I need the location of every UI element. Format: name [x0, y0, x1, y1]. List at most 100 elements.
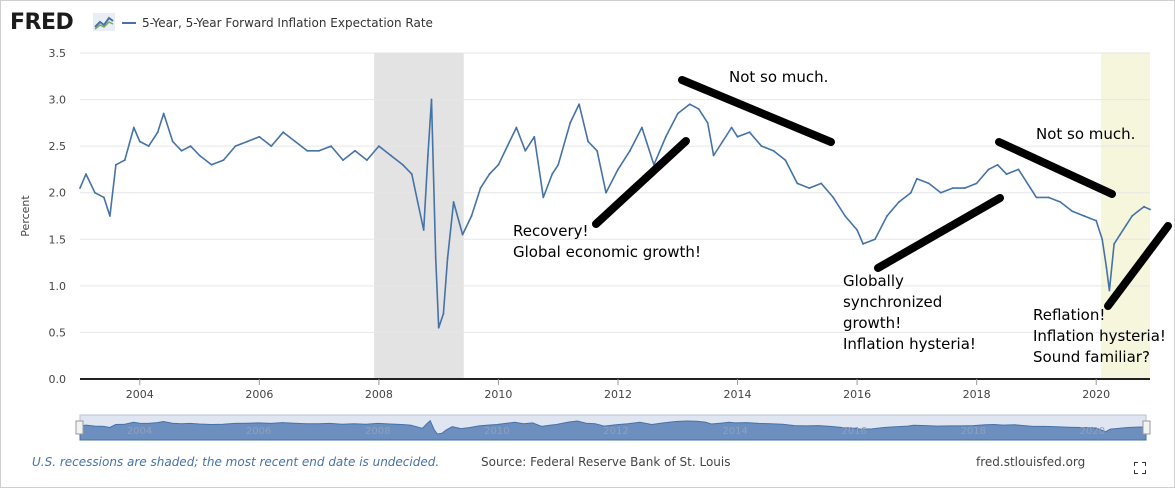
data-point [377, 145, 380, 148]
annotation-stroke [995, 138, 1116, 198]
data-point [927, 182, 930, 185]
navigator-tick-label: 2016 [841, 426, 866, 437]
data-point [416, 201, 419, 203]
data-point [132, 126, 135, 129]
navigator-tick-label: 2006 [246, 426, 271, 437]
annotation-text: Not so much. [1036, 125, 1135, 143]
annotation-texts: Recovery! Global economic growth! Not so m… [513, 68, 1166, 366]
data-point [306, 149, 309, 152]
data-point [915, 177, 918, 180]
data-point [772, 149, 775, 152]
y-tick-label: 0.5 [49, 326, 67, 339]
navigator-tick-label: 2008 [365, 426, 390, 437]
fred-logo[interactable]: FRED [10, 10, 74, 35]
annotation-text: synchronized [843, 293, 942, 311]
y-axis-label: Percent [19, 195, 32, 237]
recession-shading [374, 53, 1150, 379]
annotation-text: Not so much. [729, 68, 828, 86]
data-point [446, 257, 449, 259]
data-point [318, 149, 321, 152]
navigator-tick-label: 2004 [127, 426, 152, 437]
data-point [748, 131, 751, 134]
y-tick-label: 0.0 [49, 373, 67, 386]
navigator-tick-label: 2012 [603, 426, 628, 437]
data-point [180, 149, 183, 152]
data-point [294, 140, 297, 143]
data-point [1149, 208, 1151, 211]
data-point [94, 191, 96, 194]
y-tick-label: 2.0 [49, 187, 67, 200]
series-line [79, 98, 1151, 329]
data-point [721, 140, 724, 143]
data-point [426, 154, 429, 157]
data-point [784, 159, 787, 162]
data-point [963, 187, 966, 189]
legend-swatch [122, 22, 136, 24]
data-point [629, 149, 631, 152]
x-tick-label: 2004 [126, 388, 154, 401]
data-point [452, 201, 455, 203]
data-point [808, 187, 811, 189]
data-point [108, 215, 111, 217]
data-point [524, 149, 527, 152]
data-point [1137, 210, 1139, 213]
data-point [578, 103, 581, 106]
range-navigator[interactable]: 2004 2006 2008 2010 2012 2014 2016 2018 2020 [75, 414, 1151, 441]
data-point [551, 173, 554, 175]
y-tick-label: 3.5 [49, 47, 67, 60]
data-point [688, 103, 691, 106]
annotation-text: Reflation! [1033, 306, 1105, 324]
data-point [430, 98, 433, 101]
data-point [354, 149, 356, 152]
data-point [366, 159, 368, 162]
data-point [437, 326, 440, 329]
data-point [939, 191, 942, 194]
data-point [210, 163, 213, 166]
site-link[interactable]: fred.stlouisfed.org [976, 455, 1086, 469]
source-note: Source: Federal Reserve Bank of St. Loui… [481, 455, 731, 469]
navigator-tick-label: 2018 [961, 426, 986, 437]
axes: 0.0 0.5 1.0 1.5 2.0 2.5 3.0 3.5 2004 2006 2008 2010… [19, 47, 1150, 401]
data-point [596, 149, 598, 152]
data-point [975, 182, 978, 185]
data-point [1101, 238, 1104, 241]
fullscreen-icon[interactable] [1134, 462, 1146, 474]
data-point [389, 154, 392, 157]
data-point [712, 154, 715, 157]
recession-band [374, 53, 464, 379]
data-point [844, 215, 847, 217]
x-tick-label: 2016 [843, 388, 871, 401]
data-point [730, 126, 733, 129]
recession-note: U.S. recessions are shaded; the most rec… [32, 455, 440, 469]
data-point [1047, 196, 1050, 199]
annotation-text: Inflation hysteria! [843, 335, 976, 353]
data-point [676, 112, 679, 115]
data-point [282, 131, 285, 134]
data-point [1035, 196, 1038, 199]
data-point [270, 145, 273, 148]
grid-lines [80, 52, 1150, 380]
data-point [246, 140, 249, 143]
data-point [1017, 168, 1020, 171]
data-point [587, 140, 590, 143]
annotation-stroke [874, 194, 1004, 272]
data-point [796, 182, 799, 185]
data-point [410, 173, 413, 175]
data-point [515, 126, 518, 129]
x-tick-label: 2008 [365, 388, 393, 401]
data-point [820, 182, 823, 185]
y-tick-label: 1.5 [49, 233, 67, 246]
y-tick-label: 3.0 [49, 94, 67, 107]
x-tick-label: 2006 [245, 388, 273, 401]
data-point [557, 163, 560, 166]
data-point [1005, 173, 1008, 175]
navigator-right-handle[interactable] [1142, 420, 1151, 435]
data-point [1071, 210, 1074, 213]
navigator-left-handle[interactable] [75, 420, 84, 435]
annotation-stroke [592, 137, 690, 228]
data-point [736, 135, 739, 138]
data-point [434, 257, 437, 259]
data-point [856, 229, 858, 231]
